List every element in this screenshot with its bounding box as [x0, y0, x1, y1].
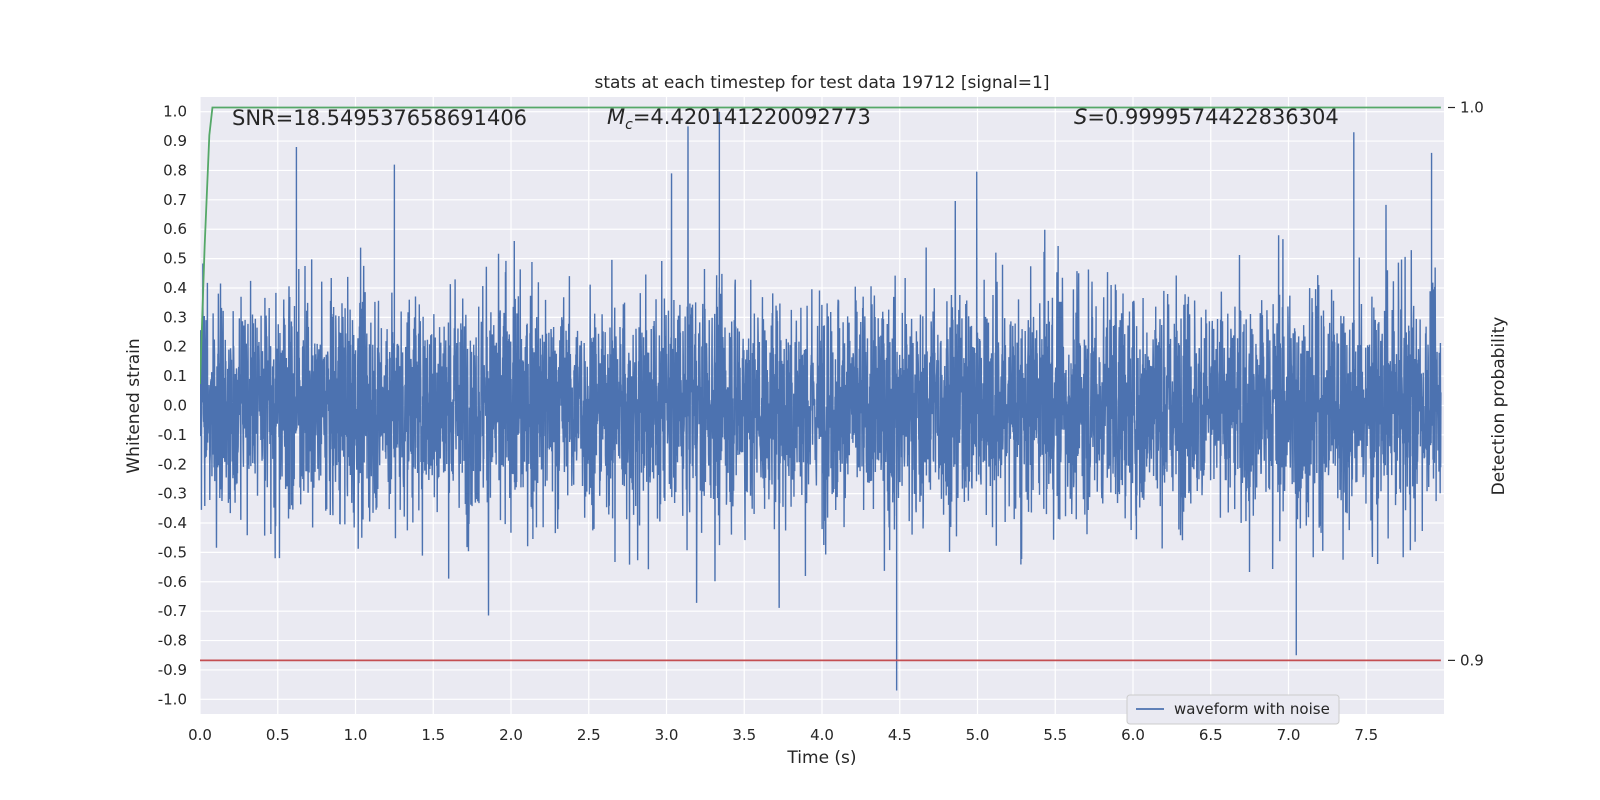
x-tick-label: 4.0 — [810, 726, 834, 744]
y-tick-label: -0.6 — [158, 573, 187, 591]
y-tick-label: 0.5 — [163, 250, 187, 268]
chirp-mass-symbol: M — [607, 105, 625, 129]
x-tick-label: 0.0 — [188, 726, 212, 744]
chirp-mass-annotation: Mc=4.420141220092773 — [607, 105, 871, 133]
y-tick-label: 0.7 — [163, 191, 187, 209]
y-axis-ticks: 1.0 0.9 0.8 0.7 0.6 0.5 0.4 0.3 0.2 0.1 0.0 -0.1 -0.… — [158, 103, 187, 709]
score-symbol: S — [1074, 105, 1087, 129]
y-tick-label: -0.8 — [158, 632, 187, 650]
x-tick-label: 5.0 — [966, 726, 990, 744]
x-tick-label: 4.5 — [888, 726, 912, 744]
x-tick-label: 6.5 — [1199, 726, 1223, 744]
x-axis-ticks: 0.0 0.5 1.0 1.5 2.0 2.5 3.0 3.5 4.0 4.5 5.0 5.5 6.0 6… — [188, 726, 1378, 744]
y-tick-label: 0.0 — [163, 397, 187, 415]
x-tick-label: 7.0 — [1277, 726, 1301, 744]
x-tick-label: 2.5 — [577, 726, 601, 744]
x-tick-label: 7.5 — [1354, 726, 1378, 744]
y-tick-label: 0.2 — [163, 338, 187, 356]
y2-tick-label: 0.9 — [1460, 651, 1484, 669]
y-tick-label: -1.0 — [158, 690, 187, 708]
y2-tick-label: 1.0 — [1460, 99, 1484, 117]
legend-label-waveform: waveform with noise — [1174, 700, 1330, 718]
y-tick-label: 0.6 — [163, 220, 187, 238]
series-waveform-with-noise — [200, 111, 1442, 691]
y-tick-label: -0.1 — [158, 426, 187, 444]
y-tick-label: 0.3 — [163, 308, 187, 326]
y-tick-label: -0.3 — [158, 485, 187, 503]
y-tick-label: 0.8 — [163, 161, 187, 179]
x-tick-label: 5.5 — [1043, 726, 1067, 744]
y2-axis-ticks: 1.0 0.9 — [1448, 99, 1484, 669]
score-value: =0.9999574422836304 — [1087, 105, 1338, 129]
x-tick-label: 6.0 — [1121, 726, 1145, 744]
y-tick-label: 0.1 — [163, 367, 187, 385]
y-tick-label: 1.0 — [163, 103, 187, 121]
x-tick-label: 2.0 — [499, 726, 523, 744]
x-tick-label: 3.0 — [655, 726, 679, 744]
x-tick-label: 1.5 — [421, 726, 445, 744]
y-axis-title: Whitened strain — [124, 338, 144, 473]
y-tick-label: -0.4 — [158, 514, 187, 532]
y-tick-label: -0.9 — [158, 661, 187, 679]
series-detection-probability — [200, 106, 1441, 384]
y-tick-label: 0.4 — [163, 279, 187, 297]
plot-area — [200, 106, 1442, 691]
score-annotation: S=0.9999574422836304 — [1074, 105, 1339, 129]
y-tick-label: -0.7 — [158, 602, 187, 620]
legend-box — [1126, 694, 1340, 725]
chart-title: stats at each timestep for test data 197… — [595, 73, 1050, 93]
y-tick-label: -0.2 — [158, 455, 187, 473]
x-tick-label: 3.5 — [732, 726, 756, 744]
y2-axis-title: Detection probability — [1489, 317, 1509, 496]
x-tick-label: 0.5 — [266, 726, 290, 744]
snr-annotation: SNR=18.549537658691406 — [232, 106, 527, 130]
legend: waveform with noise — [1126, 694, 1340, 725]
chirp-mass-subscript: c — [625, 117, 633, 133]
x-tick-label: 1.0 — [344, 726, 368, 744]
y-tick-label: -0.5 — [158, 543, 187, 561]
chirp-mass-value: =4.420141220092773 — [633, 105, 871, 129]
y-tick-label: 0.9 — [163, 132, 187, 150]
x-axis-title: Time (s) — [786, 748, 856, 768]
